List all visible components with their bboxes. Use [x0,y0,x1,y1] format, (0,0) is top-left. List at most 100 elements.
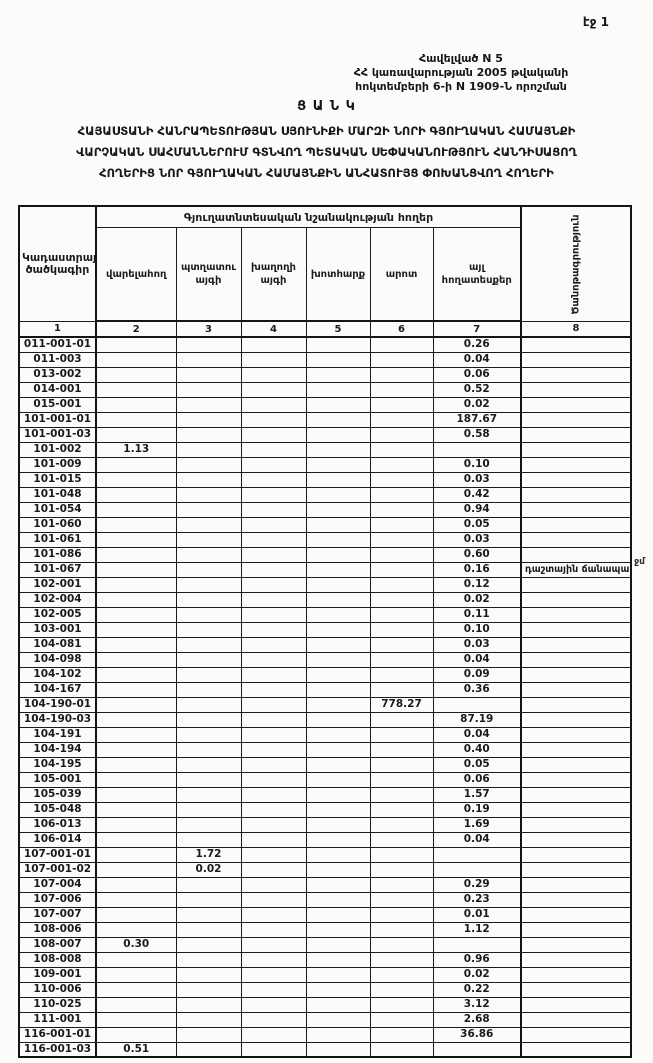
value-cell-col4 [240,831,307,848]
value-cell-col5 [305,441,371,458]
note-cell [520,351,632,368]
value-cell-col2 [95,666,177,683]
value-cell-col4 [240,426,307,443]
note-cell [520,1026,632,1043]
value-cell-col3 [175,411,242,428]
cadastral-code-cell: 015-001 [18,396,97,413]
other-lands-header: այլ հողատեսքեր [432,227,522,322]
note-cell [520,951,632,968]
cadastral-code-cell: 101-054 [18,501,97,518]
value-cell-col3 [175,876,242,893]
value-cell-col2 [95,921,177,938]
value-cell-col4 [240,576,307,593]
value-cell-col5 [305,741,371,758]
table-row: 011-001-01 0.26 [18,336,632,353]
value-cell-col6 [369,366,434,383]
cadastral-code-cell: 101-048 [18,486,97,503]
value-cell-col5 [305,996,371,1013]
value-cell-col7: 0.04 [432,651,522,668]
table-row: 104-190-01 778.27 [18,696,632,713]
note-column-header: Ծանոթագրություն [520,205,632,322]
value-cell-col2 [95,891,177,908]
value-cell-col6 [369,426,434,443]
cadastral-code-cell: 102-001 [18,576,97,593]
value-cell-col3 [175,921,242,938]
value-cell-col5 [305,576,371,593]
cadastral-code-cell: 108-006 [18,921,97,938]
value-cell-col4 [240,456,307,473]
value-cell-col5 [305,966,371,983]
table-row: 109-001 0.02 [18,966,632,983]
value-cell-col6 [369,471,434,488]
value-cell-col6 [369,561,434,578]
column-number-8: 8 [520,320,632,338]
value-cell-col3 [175,756,242,773]
table-row: 107-004 0.29 [18,876,632,893]
value-cell-col7 [432,441,522,458]
value-cell-col4 [240,861,307,878]
value-cell-col4 [240,1011,307,1028]
note-cell [520,801,632,818]
value-cell-col7: 0.36 [432,681,522,698]
table-row: 105-048 0.19 [18,801,632,818]
value-cell-col5 [305,906,371,923]
value-cell-col2 [95,726,177,743]
value-cell-col5 [305,756,371,773]
note-cell [520,606,632,623]
value-cell-col5 [305,981,371,998]
value-cell-col6 [369,801,434,818]
cadastral-code-cell: 104-195 [18,756,97,773]
table-row: 107-001-01 1.72 [18,846,632,863]
value-cell-col3 [175,561,242,578]
value-cell-col7: 3.12 [432,996,522,1013]
value-cell-col7: 0.03 [432,636,522,653]
value-cell-col7: 0.02 [432,591,522,608]
value-cell-col2 [95,861,177,878]
value-cell-col3 [175,456,242,473]
value-cell-col7: 2.68 [432,1011,522,1028]
value-cell-col4 [240,756,307,773]
cadastral-code-cell: 107-001-02 [18,861,97,878]
value-cell-col3 [175,786,242,803]
land-parcels-table: Կադաստրային ծածկագիր Գյուղատնտեսական նշա… [18,205,633,1058]
note-cell [520,516,632,533]
note-cell [520,741,632,758]
cadastral-code-cell: 102-005 [18,606,97,623]
value-cell-col7: 87.19 [432,711,522,728]
table-row: 013-002 0.06 [18,366,632,383]
note-cell [520,471,632,488]
value-cell-col2 [95,741,177,758]
value-cell-col5 [305,891,371,908]
value-cell-col7: 0.19 [432,801,522,818]
note-cell [520,966,632,983]
value-cell-col3 [175,906,242,923]
value-cell-col6 [369,756,434,773]
pasture-header: արոտ [369,227,434,322]
note-cell [520,576,632,593]
value-cell-col4 [240,561,307,578]
table-row: 107-001-02 0.02 [18,861,632,878]
value-cell-col7: 0.01 [432,906,522,923]
cadastral-code-cell: 103-001 [18,621,97,638]
note-cell [520,441,632,458]
table-row: 105-039 1.57 [18,786,632,803]
cadastral-code-cell: 013-002 [18,366,97,383]
table-row: 101-002 1.13 [18,441,632,458]
table-subheader-row: վարելահող պտղատու այգի խաղողի այգի խոտհա… [19,227,631,322]
value-cell-col6 [369,651,434,668]
value-cell-col6 [369,1011,434,1028]
value-cell-col7: 0.02 [432,396,522,413]
value-cell-col2 [95,426,177,443]
value-cell-col5 [305,1041,371,1058]
table-row: 101-001-01 187.67 [18,411,632,428]
value-cell-col7: 0.42 [432,486,522,503]
value-cell-col7: 0.40 [432,741,522,758]
cadastral-code-cell: 105-039 [18,786,97,803]
note-cell [520,711,632,728]
value-cell-col4 [240,816,307,833]
cadastral-code-cell: 101-015 [18,471,97,488]
cadastral-code-cell: 101-001-03 [18,426,97,443]
value-cell-col3 [175,666,242,683]
title-line-3: ՀՈՂԵՐԻՑ ՆՈՐ ԳՅՈՒՂԱԿԱՆ ՀԱՄԱՅՆՔԻՆ ԱՆՀԱՏՈՒՅ… [99,166,554,180]
column-number-5: 5 [305,320,371,338]
